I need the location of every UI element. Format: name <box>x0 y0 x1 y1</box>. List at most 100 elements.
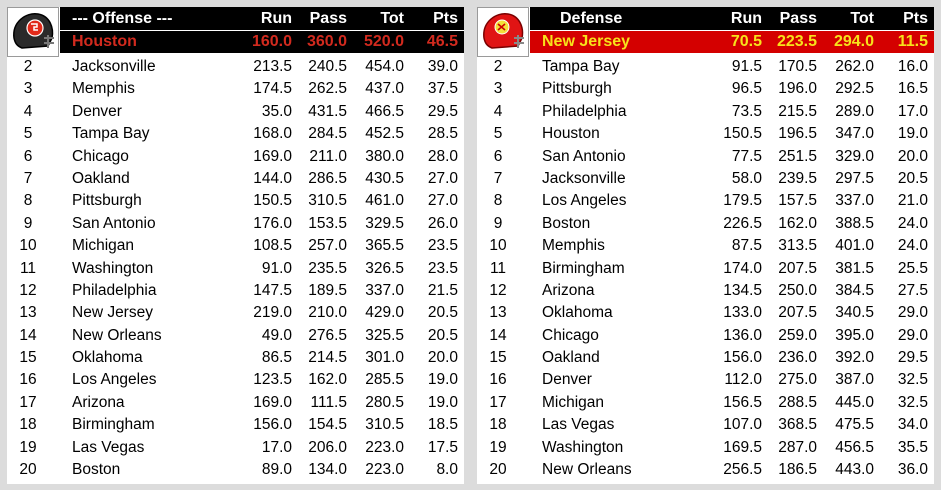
table-row: 13 Oklahoma 133.0 207.5 340.5 29.0 <box>477 302 934 324</box>
pts-cell: 20.0 <box>897 147 928 165</box>
tot-column-header: Tot <box>380 10 404 27</box>
table-row: 2 Tampa Bay 91.5 170.5 262.0 16.0 <box>477 56 934 78</box>
rank-cell: 2 <box>493 58 503 75</box>
pass-column-header: Pass <box>779 10 817 27</box>
run-cell: 169.0 <box>253 393 292 411</box>
run-cell: 174.0 <box>723 259 762 277</box>
team-cell: San Antonio <box>72 214 156 232</box>
tot-cell: 452.5 <box>365 125 404 143</box>
rank-cell: 17 <box>489 393 507 411</box>
leader-pass: 223.5 <box>776 33 817 50</box>
pts-cell: 20.5 <box>897 169 928 187</box>
tot-cell: 347.0 <box>835 125 874 143</box>
pts-cell: 20.0 <box>427 349 458 367</box>
tot-cell: 461.0 <box>365 192 404 210</box>
leader-pass: 360.0 <box>306 33 347 50</box>
tot-cell: 337.0 <box>365 281 404 299</box>
table-row: 10 Memphis 87.5 313.5 401.0 24.0 <box>477 235 934 257</box>
rank-cell: 3 <box>493 80 503 98</box>
tot-cell: 401.0 <box>835 237 874 255</box>
pts-cell: 32.5 <box>897 371 928 389</box>
pass-column-header: Pass <box>309 10 347 27</box>
run-cell: 213.5 <box>253 58 292 75</box>
defense-panel: Defense Run Pass Tot Pts New Jersey 70.5… <box>477 7 934 484</box>
table-row: 10 Michigan 108.5 257.0 365.5 23.5 <box>7 235 464 257</box>
run-cell: 144.0 <box>253 169 292 187</box>
tot-cell: 289.0 <box>835 102 874 120</box>
helmet-icon <box>13 13 54 49</box>
table-row: 12 Philadelphia 147.5 189.5 337.0 21.5 <box>7 280 464 302</box>
rank-cell: 4 <box>493 102 503 120</box>
pass-cell: 186.5 <box>778 461 817 479</box>
leader-run: 70.5 <box>730 33 762 50</box>
defense-header-row: Defense Run Pass Tot Pts <box>530 7 934 30</box>
team-cell: Philadelphia <box>72 281 157 299</box>
team-cell: Jacksonville <box>72 58 156 75</box>
pts-cell: 29.0 <box>897 326 928 344</box>
defense-leader-logo <box>477 7 529 57</box>
table-row: 6 Chicago 169.0 211.0 380.0 28.0 <box>7 146 464 168</box>
offense-panel: --- Offense --- Run Pass Tot Pts Houston… <box>7 7 464 484</box>
pts-cell: 26.0 <box>427 214 458 232</box>
pts-cell: 19.0 <box>427 371 458 389</box>
pass-cell: 240.5 <box>308 58 347 75</box>
offense-table-body: 2 Jacksonville 213.5 240.5 454.0 39.0 3 Memphis… <box>7 56 464 481</box>
table-row: 14 New Orleans 49.0 276.5 325.5 20.5 <box>7 325 464 347</box>
tot-cell: 325.5 <box>365 326 404 344</box>
pts-cell: 29.0 <box>897 304 928 322</box>
tot-cell: 395.0 <box>835 326 874 344</box>
table-row: 6 San Antonio 77.5 251.5 329.0 20.0 <box>477 146 934 168</box>
team-cell: Arizona <box>72 393 125 411</box>
rank-cell: 5 <box>493 125 503 143</box>
team-cell: Arizona <box>542 281 595 299</box>
tot-cell: 310.5 <box>365 416 404 434</box>
team-cell: Boston <box>72 461 121 479</box>
rank-cell: 2 <box>23 58 33 75</box>
rank-cell: 13 <box>19 304 37 322</box>
table-row: 16 Los Angeles 123.5 162.0 285.5 19.0 <box>7 369 464 391</box>
pass-cell: 157.5 <box>778 192 817 210</box>
pass-cell: 259.0 <box>778 326 817 344</box>
pts-cell: 21.5 <box>427 281 458 299</box>
pass-cell: 286.5 <box>308 169 347 187</box>
table-row: 11 Birmingham 174.0 207.5 381.5 25.5 <box>477 258 934 280</box>
pts-cell: 27.0 <box>427 169 458 187</box>
rank-cell: 15 <box>489 349 507 367</box>
team-cell: Michigan <box>542 393 605 411</box>
pts-cell: 23.5 <box>427 237 458 255</box>
rank-cell: 20 <box>19 461 37 479</box>
pass-cell: 275.0 <box>778 371 817 389</box>
pts-column-header: Pts <box>903 10 928 27</box>
team-cell: Boston <box>542 214 591 232</box>
pts-cell: 35.5 <box>897 438 928 456</box>
pass-cell: 134.0 <box>308 461 347 479</box>
run-cell: 150.5 <box>253 192 292 210</box>
rank-cell: 18 <box>489 416 507 434</box>
table-row: 2 Jacksonville 213.5 240.5 454.0 39.0 <box>7 56 464 78</box>
team-cell: Denver <box>72 102 122 120</box>
rank-cell: 7 <box>23 169 33 187</box>
pass-cell: 276.5 <box>308 326 347 344</box>
run-cell: 179.5 <box>723 192 762 210</box>
tot-cell: 340.5 <box>835 304 874 322</box>
run-cell: 176.0 <box>253 214 292 232</box>
pass-cell: 313.5 <box>778 237 817 255</box>
rank-cell: 7 <box>493 169 503 187</box>
pts-cell: 27.0 <box>427 192 458 210</box>
run-cell: 73.5 <box>731 102 762 120</box>
offense-header-row: --- Offense --- Run Pass Tot Pts <box>60 7 464 30</box>
helmet-icon <box>483 13 524 49</box>
table-row: 16 Denver 112.0 275.0 387.0 32.5 <box>477 369 934 391</box>
team-cell: New Jersey <box>72 304 153 322</box>
tot-cell: 429.0 <box>365 304 404 322</box>
table-row: 17 Michigan 156.5 288.5 445.0 32.5 <box>477 392 934 414</box>
pass-cell: 288.5 <box>778 393 817 411</box>
pts-cell: 37.5 <box>427 80 458 98</box>
rank-cell: 10 <box>19 237 37 255</box>
table-row: 5 Houston 150.5 196.5 347.0 19.0 <box>477 123 934 145</box>
pts-cell: 36.0 <box>897 461 928 479</box>
tot-cell: 326.5 <box>365 259 404 277</box>
tot-cell: 285.5 <box>365 371 404 389</box>
team-cell: Birmingham <box>72 416 155 434</box>
run-cell: 147.5 <box>253 281 292 299</box>
